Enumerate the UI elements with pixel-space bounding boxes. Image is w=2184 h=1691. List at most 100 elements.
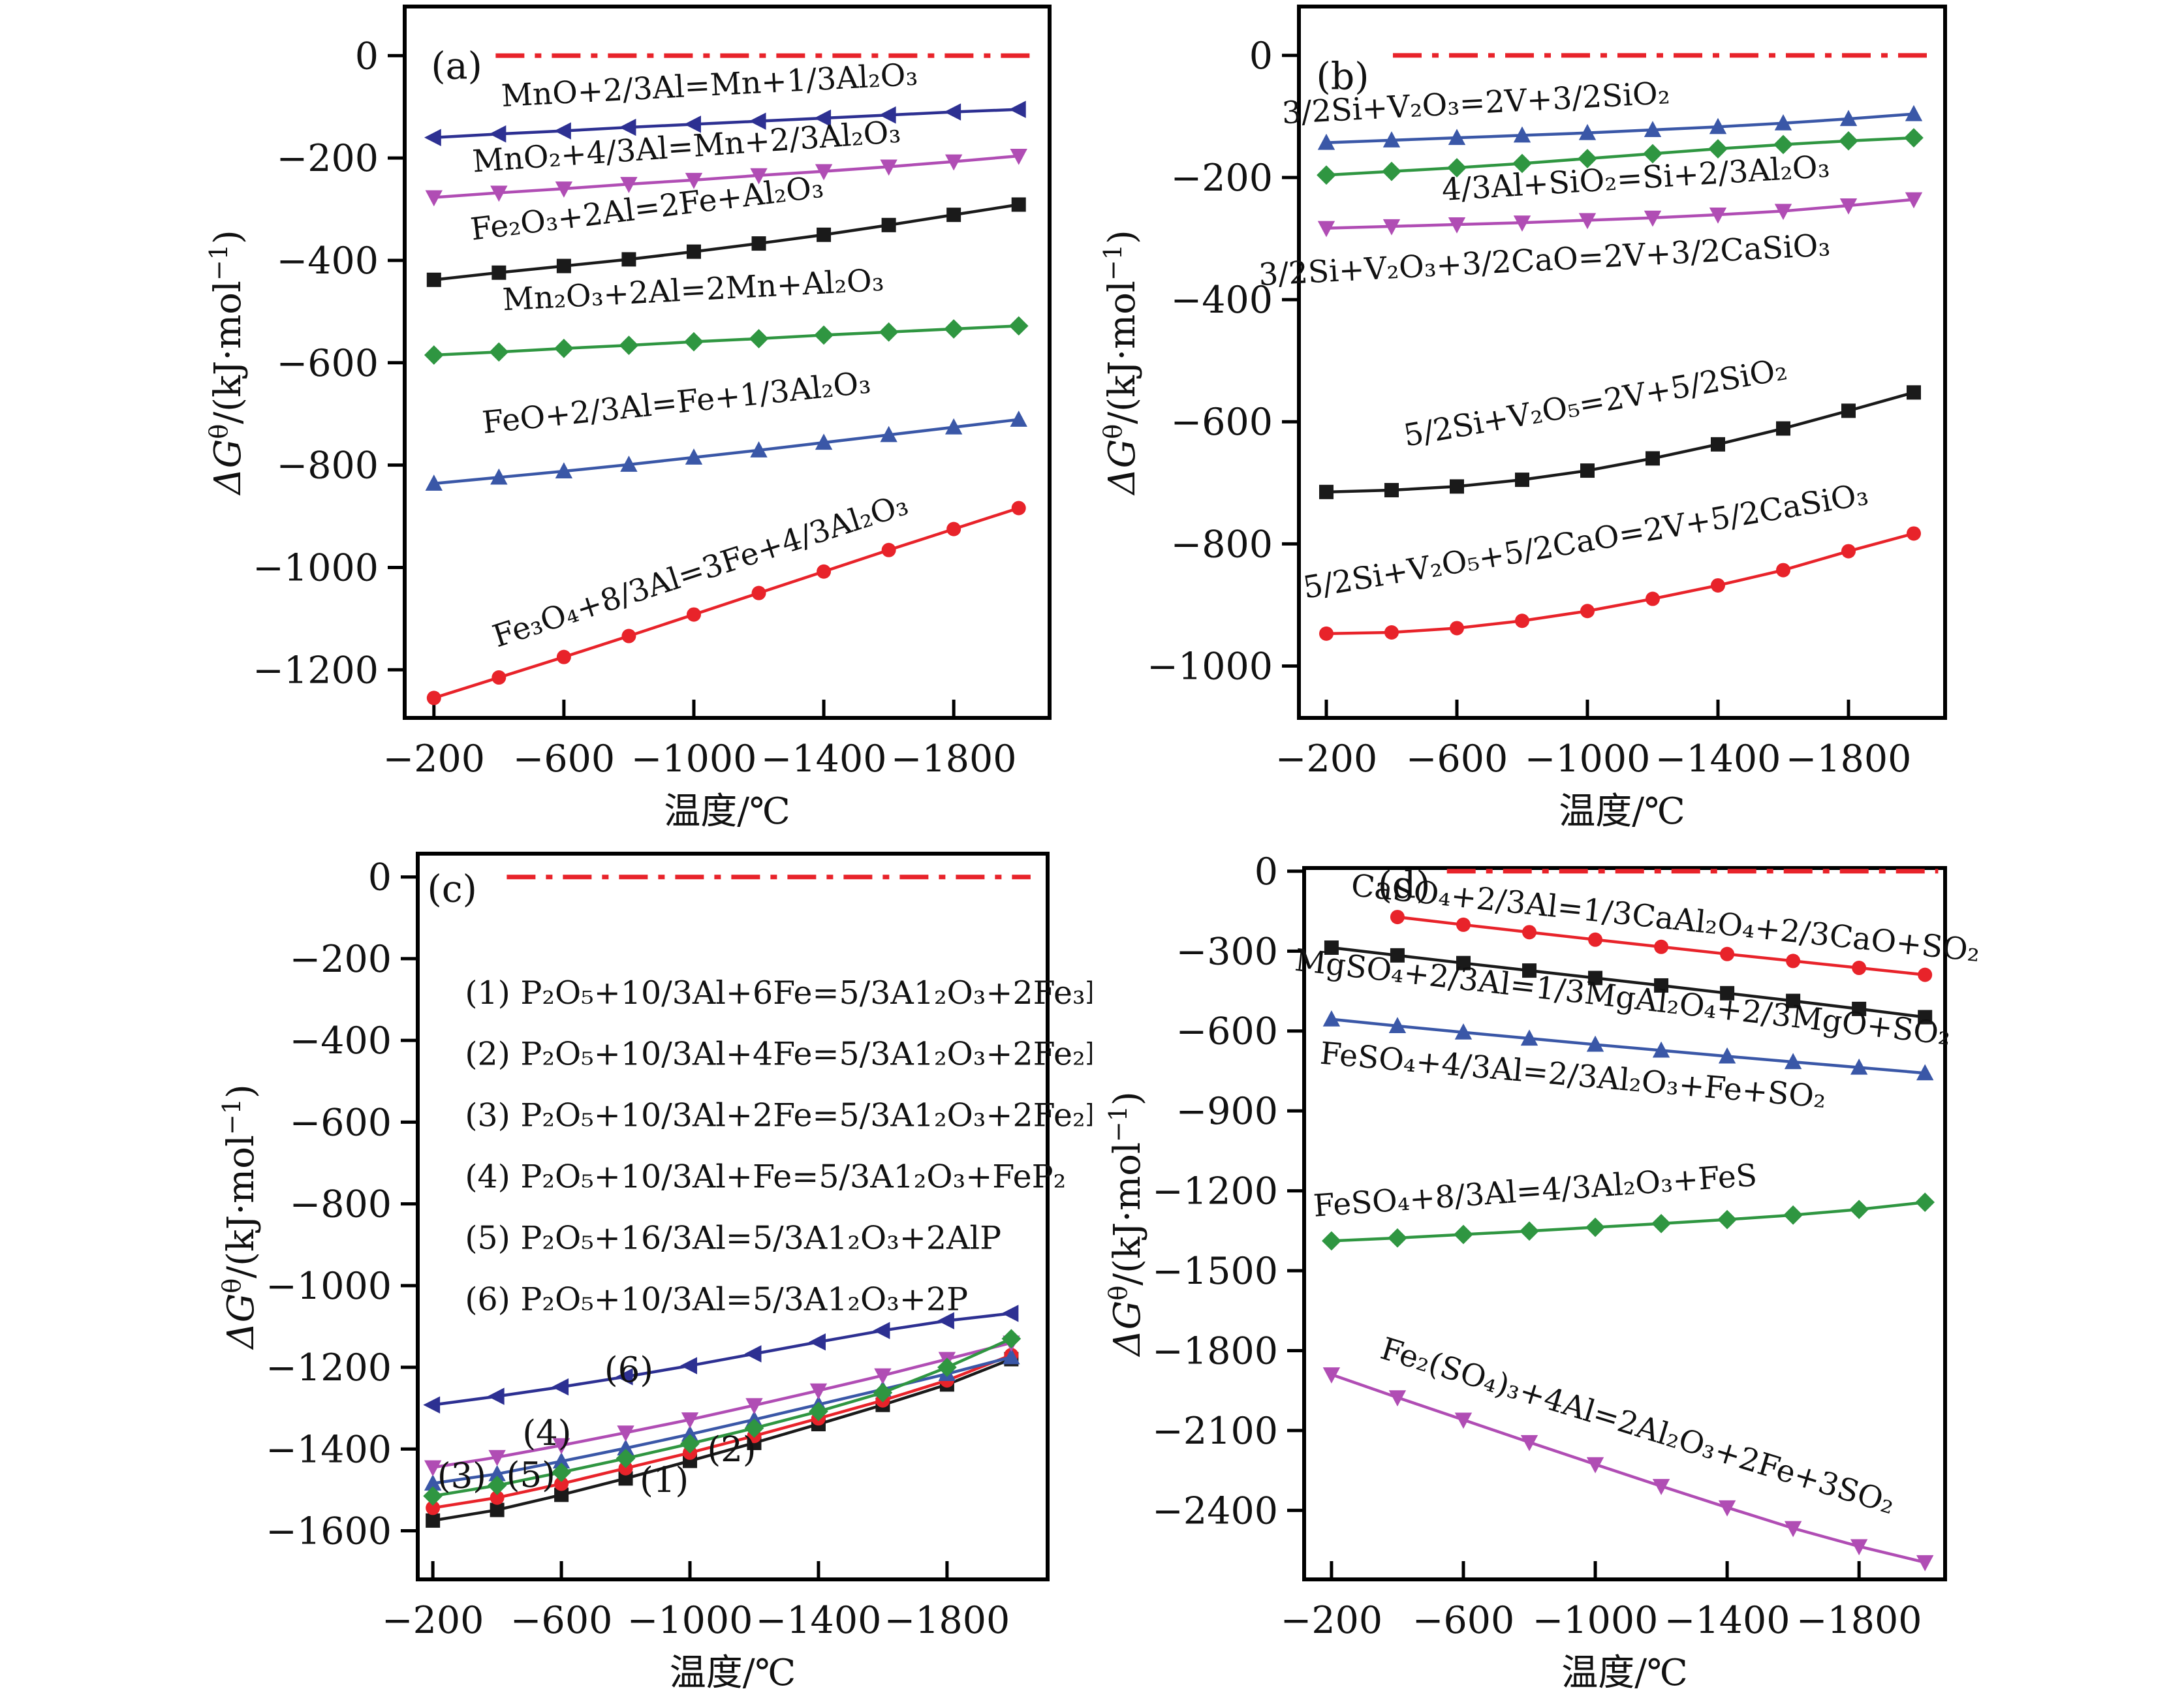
marker-triangle-up [555,462,573,479]
series-2: MgSO₄+2/3Al=1/3MgAl₂O₄+2/3MgO+SO₂ [1293,940,1953,1053]
chart-panel-c: 0 −200 −400 −600 −800 −1000 −1200 −1400 −1600 −20… [217,852,1092,1691]
marker-circle [621,628,636,644]
marker-circle [1786,954,1801,969]
marker-diamond [423,1486,443,1506]
marker-diamond [1388,1228,1407,1248]
legend-line: (3) P₂O₅+10/3Al+2Fe=5/3A1₂O₃+2Fe₂P [465,1097,1092,1134]
y-tick-label: −1600 [266,1510,392,1553]
marker-diamond [1520,1221,1539,1241]
y-tick-label: −400 [1170,279,1273,322]
curve-number-label: (4) [522,1414,571,1453]
marker-triangle-up [1784,1053,1802,1070]
marker-diamond [1322,1231,1341,1251]
marker-diamond [1578,149,1597,168]
marker-circle [1580,604,1595,619]
marker-circle [1654,939,1669,954]
marker-diamond [873,1383,893,1403]
series-line [432,1357,1012,1523]
chart-panel-d: 0−300−600−900−1200−1500−1800−2100−2400−2… [1104,850,1982,1691]
x-tick-label: −1000 [1525,737,1651,781]
y-tick-label: −800 [289,1183,392,1226]
marker-circle [1918,967,1933,982]
marker-circle [1515,613,1529,628]
x-axis-title: 温度/℃ [670,1652,796,1691]
marker-square [426,272,441,287]
y-axis: 0 −200 −400 −600 −800 −1000 −1200 [253,35,405,692]
series-line [433,506,1020,700]
marker-triangle-down [685,172,703,189]
marker-triangle-left [944,103,961,121]
marker-circle [1450,621,1464,636]
marker-triangle-up [880,426,897,442]
marker-triangle-down [1652,1479,1670,1495]
marker-triangle-down [1839,198,1858,215]
marker-triangle-up [1322,1010,1341,1027]
marker-circle [1711,578,1725,593]
reaction-label: MnO+2/3Al=Mn+1/3Al₂O₃ [501,57,919,114]
marker-triangle-down [1382,219,1401,236]
y-tick-label: −600 [289,1101,392,1144]
marker-diamond [1447,158,1467,178]
series-5: FeO+2/3Al=Fe+1/3Al₂O₃ [425,365,1027,491]
marker-triangle-left [744,1345,762,1363]
marker-diamond [937,1357,957,1377]
marker-circle [1522,925,1537,940]
marker-triangle-down [617,1425,634,1442]
x-axis-title: 温度/℃ [1559,790,1685,833]
marker-diamond [744,1418,764,1438]
plot-frame [1302,866,1947,1581]
marker-triangle-up [424,1474,442,1491]
marker-square [1450,479,1464,494]
marker-triangle-down [490,185,508,202]
y-tick-label: −800 [276,444,379,488]
marker-triangle-left [554,122,571,140]
series-line [433,418,1019,486]
marker-diamond [1317,165,1336,185]
marker-triangle-left [424,129,441,146]
series-6 [423,1305,1019,1414]
x-tick-label: −1400 [1664,1599,1790,1642]
x-tick-label: −1000 [1533,1599,1659,1642]
marker-circle [1907,526,1921,541]
marker-triangle-down [1520,1435,1538,1451]
y-tick-label: −400 [289,1019,392,1063]
marker-triangle-down [815,164,833,181]
y-tick-label: −2400 [1152,1489,1278,1532]
marker-square [1390,948,1405,963]
marker-diamond [1585,1217,1605,1237]
y-tick-label: −200 [289,938,392,981]
marker-square [490,1502,505,1517]
x-tick-label: −1800 [1786,737,1912,781]
marker-triangle-down [1718,1500,1736,1517]
x-tick-label: −1800 [884,1599,1010,1642]
marker-triangle-left [809,1333,826,1351]
marker-triangle-up [490,468,508,485]
y-tick-label: −1000 [253,546,379,589]
marker-diamond [489,342,509,362]
marker-square [1711,437,1725,452]
x-tick-label: −200 [1281,1599,1383,1642]
reaction-label: FeO+2/3Al=Fe+1/3Al₂O₃ [480,365,872,441]
y-tick-label: 0 [1249,35,1273,78]
marker-triangle-up [1774,114,1792,131]
marker-triangle-left [879,106,896,124]
marker-square [1654,978,1669,993]
marker-triangle-down [1774,204,1792,221]
legend-line: (1) P₂O₅+10/3Al+6Fe=5/3A1₂O₃+2Fe₃P [465,974,1092,1012]
series-line [1331,1200,1926,1243]
marker-circle [1384,625,1399,640]
marker-triangle-down [1709,208,1727,224]
marker-triangle-up [1905,104,1923,121]
marker-diamond [1454,1224,1473,1245]
marker-square [1515,473,1529,488]
marker-triangle-up [1916,1064,1934,1081]
marker-diamond [1708,139,1728,159]
series-line [432,1337,1012,1498]
marker-square [1918,1010,1933,1025]
marker-circle [490,1490,505,1505]
marker-diamond [1512,153,1532,174]
marker-triangle-up [1578,123,1597,140]
marker-circle [1011,501,1026,516]
marker-triangle-up [620,456,638,472]
